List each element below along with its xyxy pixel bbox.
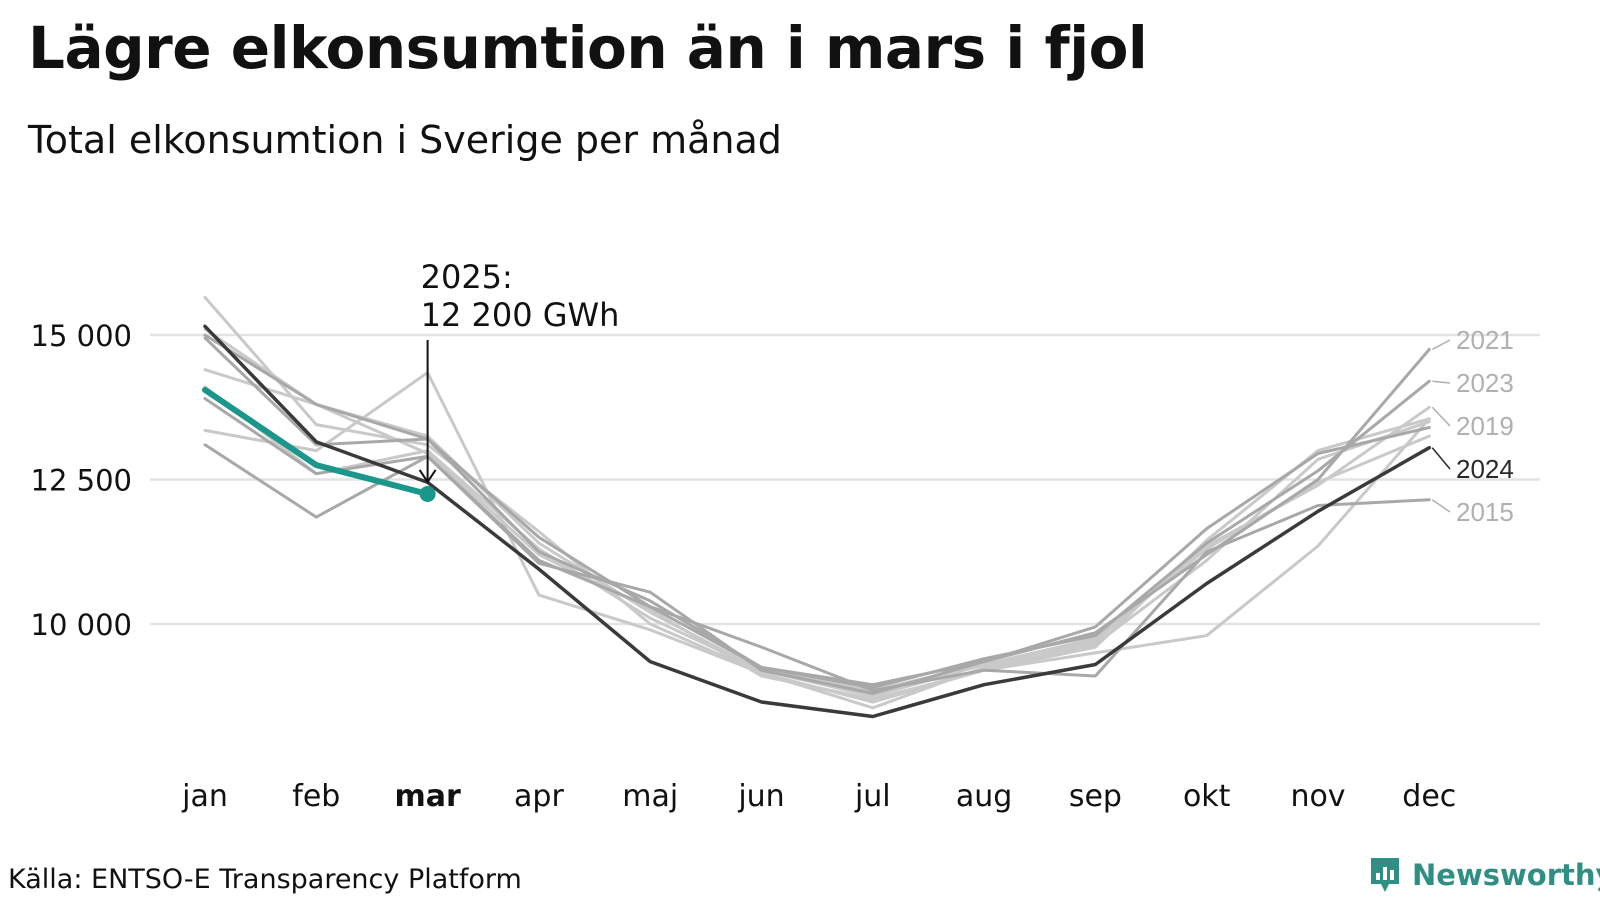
series-line	[203, 443, 1431, 692]
bar-chart-icon	[1371, 858, 1399, 892]
x-tick-label: mar	[394, 779, 461, 814]
x-tick-label: aug	[956, 779, 1012, 814]
series-line	[203, 368, 1431, 698]
y-axis-labels: 10 000 12 500 15 000	[31, 319, 132, 642]
y-tick-label: 10 000	[31, 608, 132, 642]
x-axis-labels: jan feb mar apr maj jun jul aug sep okt nov dec	[181, 779, 1456, 814]
x-tick-label: feb	[292, 779, 340, 814]
x-tick-label: jul	[854, 779, 891, 814]
annotation-text: 12 200 GWh	[421, 296, 620, 334]
series-line	[203, 336, 1431, 690]
label-connector	[1431, 447, 1451, 470]
line-chart: 10 000 12 500 15 000 jan feb mar apr maj jun jul…	[31, 258, 1540, 814]
series-label: 2021	[1456, 325, 1514, 355]
x-tick-label: jan	[181, 779, 228, 814]
gridlines	[150, 333, 1540, 626]
series-label: 2015	[1456, 497, 1514, 527]
x-tick-label: sep	[1069, 779, 1122, 814]
label-connector	[1431, 339, 1451, 351]
source-note: Källa: ENTSO-E Transparency Platform	[8, 864, 522, 895]
x-tick-label: okt	[1183, 779, 1231, 814]
x-tick-label: dec	[1402, 779, 1456, 814]
chart-title: Lägre elkonsumtion än i mars i fjol	[28, 14, 1148, 82]
x-tick-label: apr	[514, 779, 564, 814]
x-tick-label: nov	[1290, 779, 1345, 814]
series-line	[203, 324, 1432, 719]
series-line	[203, 385, 1431, 692]
series-line	[202, 386, 431, 497]
series-lines	[202, 295, 1432, 719]
y-tick-label: 15 000	[31, 319, 132, 353]
x-tick-label: maj	[622, 779, 678, 814]
series-label: 2019	[1456, 411, 1514, 441]
annotation-arrowhead	[418, 469, 437, 484]
chart-subtitle: Total elkonsumtion i Sverige per månad	[28, 118, 782, 162]
brand-name: Newsworthy	[1412, 858, 1600, 892]
series-line	[203, 295, 1431, 704]
annotation-text: 2025:	[421, 258, 513, 296]
series-label: 2024	[1456, 454, 1514, 484]
series-line	[203, 397, 1431, 695]
annotation: 2025:12 200 GWh	[418, 258, 620, 484]
series-labels: 2021 2023 2019 2024 2015	[1431, 325, 1514, 527]
label-connector	[1432, 380, 1451, 384]
series-end-point	[419, 485, 436, 502]
brand-logo: Newsworthy	[1368, 856, 1600, 894]
label-connector	[1431, 499, 1451, 513]
series-line	[203, 371, 1431, 710]
y-tick-label: 12 500	[31, 464, 132, 498]
series-label: 2023	[1456, 368, 1514, 398]
label-connector	[1431, 406, 1451, 427]
series-line	[203, 327, 1431, 701]
x-tick-label: jun	[737, 779, 784, 814]
